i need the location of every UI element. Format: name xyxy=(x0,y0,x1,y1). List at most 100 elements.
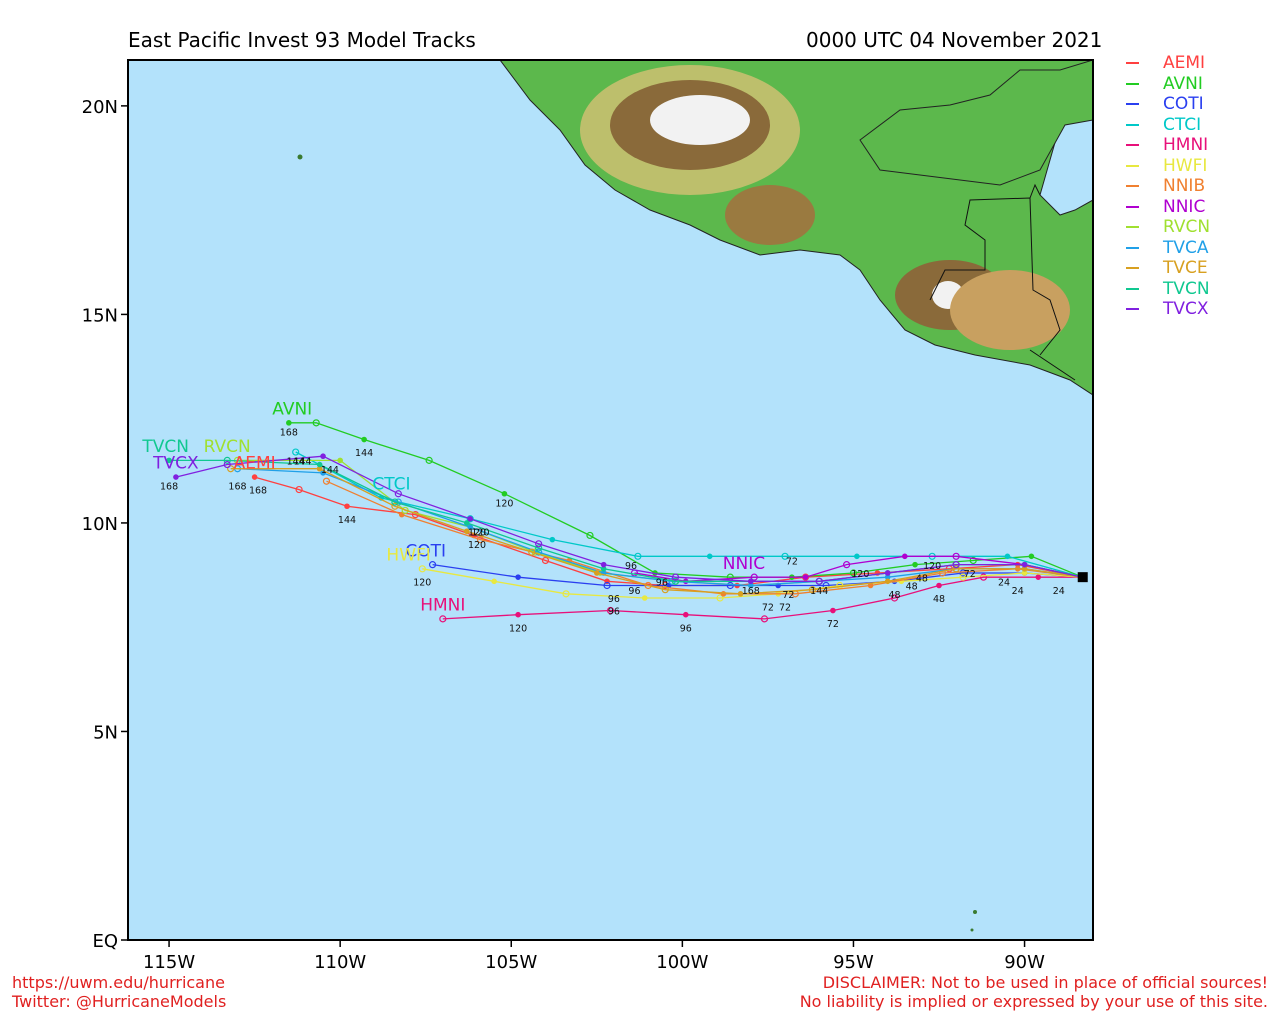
track-point xyxy=(884,578,891,585)
track-point xyxy=(952,552,960,560)
forecast-hour-label: 24 xyxy=(1053,586,1065,597)
track-line xyxy=(230,468,1083,595)
lat-tick-label: 10N xyxy=(82,514,118,535)
legend-label: TVCX xyxy=(1163,299,1209,320)
legend-swatch xyxy=(1126,246,1139,249)
footer-credits: https://uwm.edu/hurricane Twitter: @Hurr… xyxy=(12,973,226,1011)
forecast-hour-label: 120 xyxy=(471,527,489,538)
forecast-hour-label: 168 xyxy=(160,482,178,493)
el-salvador-border xyxy=(1029,349,1076,381)
legend-label: TVCE xyxy=(1163,258,1208,279)
track-point xyxy=(912,561,918,568)
legend-item-nnic: NNIC xyxy=(1126,197,1210,218)
track-name-label: COTI xyxy=(405,541,446,561)
legend-label: AVNI xyxy=(1163,73,1203,94)
track-name-label: RVCN xyxy=(204,437,251,457)
legend-item-rvcn: RVCN xyxy=(1126,217,1210,238)
forecast-hour-label: 168 xyxy=(249,486,267,497)
legend-item-tvcn: TVCN xyxy=(1126,279,1210,300)
track-name-label: HWFI xyxy=(386,545,430,565)
legend-label: TVCN xyxy=(1163,278,1210,299)
lon-tick-label: 100W xyxy=(656,952,708,973)
forecast-hour-label: 144 xyxy=(287,457,305,468)
forecast-hour-label: 120 xyxy=(468,540,486,551)
forecast-hour-label: 168 xyxy=(742,586,760,597)
track-name-label: TVCX xyxy=(152,454,199,474)
footer-url[interactable]: https://uwm.edu/hurricane xyxy=(12,973,225,992)
legend-label: AEMI xyxy=(1163,53,1206,74)
lat-tick-label: EQ xyxy=(92,931,118,952)
track-tvcx xyxy=(173,453,1083,585)
track-point xyxy=(286,420,292,426)
track-point xyxy=(830,607,836,614)
track-point xyxy=(251,474,258,480)
track-point xyxy=(535,544,543,552)
forecast-hour-label: 72 xyxy=(964,569,976,580)
track-point xyxy=(737,591,744,597)
island-small xyxy=(970,928,974,932)
island-clipperton xyxy=(973,910,977,914)
forecast-hour-label: 144 xyxy=(810,586,828,597)
legend-swatch xyxy=(1126,185,1139,188)
track-line xyxy=(634,555,1083,582)
track-point xyxy=(320,453,326,460)
footer-twitter[interactable]: Twitter: @HurricaneModels xyxy=(12,992,227,1011)
track-point xyxy=(322,477,331,485)
track-point xyxy=(173,474,179,480)
legend-label: CTCI xyxy=(1163,114,1202,135)
track-point xyxy=(501,490,508,497)
legend-item-nnib: NNIB xyxy=(1126,176,1210,197)
forecast-hour-label: 144 xyxy=(355,448,373,459)
forecast-hour-label: 72 xyxy=(762,603,774,614)
forecast-hour-label: 48 xyxy=(933,594,945,605)
track-point xyxy=(428,561,437,569)
axis-ticks: 115W 110W 105W 100W 95W 90W EQ 5N 10N 15N 20N xyxy=(82,97,1045,973)
track-point xyxy=(535,540,543,548)
track-point xyxy=(361,436,367,443)
track-point xyxy=(515,574,521,580)
legend-label: HWFI xyxy=(1163,155,1208,176)
legend-item-aemi: AEMI xyxy=(1126,53,1210,74)
lat-tick-label: 15N xyxy=(82,305,118,326)
track-point xyxy=(586,531,594,540)
track-name-label: TVCN xyxy=(141,437,189,457)
guatemala-highlands xyxy=(950,270,1070,350)
track-point xyxy=(884,570,891,576)
track-name-label: NNIC xyxy=(723,554,765,574)
track-point xyxy=(166,457,172,464)
legend: AEMI AVNI COTI CTCI HMNI HWFI NNIB NNIC RVCN TVCA… xyxy=(1126,53,1210,320)
track-line xyxy=(175,455,1083,582)
forecast-hour-label: 144 xyxy=(321,465,339,476)
forecast-hour-label: 72 xyxy=(786,557,798,568)
track-point xyxy=(959,569,967,577)
track-point xyxy=(682,611,689,618)
track-point xyxy=(394,490,402,498)
track-avni xyxy=(286,419,1083,581)
track-point xyxy=(467,524,473,530)
track-point xyxy=(418,565,426,573)
model-tracks xyxy=(166,419,1083,623)
legend-swatch xyxy=(1126,82,1139,85)
track-line xyxy=(288,422,1083,578)
legend-item-hmni: HMNI xyxy=(1126,135,1210,156)
forecast-hour-label: 144 xyxy=(293,457,311,468)
forecast-hour-label: 120 xyxy=(413,577,431,588)
legend-label: NNIB xyxy=(1163,176,1206,197)
current-position xyxy=(1077,572,1088,583)
track-point xyxy=(959,573,967,581)
land-layer xyxy=(297,60,1093,932)
track-point xyxy=(979,573,988,581)
legend-item-avni: AVNI xyxy=(1126,74,1210,95)
track-hmni xyxy=(439,573,1083,623)
legend-label: COTI xyxy=(1163,94,1204,115)
track-point xyxy=(890,594,899,602)
forecast-hour-label: 120 xyxy=(495,498,513,509)
legend-item-coti: COTI xyxy=(1126,94,1210,115)
track-point xyxy=(952,565,960,573)
track-point xyxy=(849,569,858,577)
oaxaca-highlands xyxy=(725,185,815,245)
legend-label: NNIC xyxy=(1163,196,1206,217)
track-point xyxy=(439,615,447,623)
track-point xyxy=(634,552,642,560)
track-point xyxy=(1028,553,1035,560)
